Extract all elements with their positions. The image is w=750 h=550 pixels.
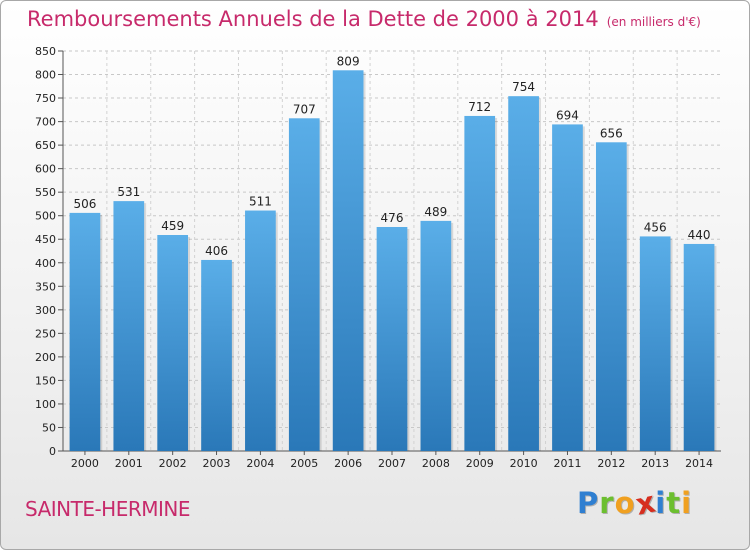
y-tick-label: 0 [49, 445, 56, 458]
bar-2013 [639, 236, 671, 451]
x-tick-label: 2008 [422, 457, 450, 470]
bar-2008 [420, 220, 452, 451]
data-label: 809 [337, 54, 360, 68]
data-labels: 506 531 459 406 511 707 809 476 489 712 754 694 656 4… [73, 54, 710, 258]
y-tick-label: 800 [35, 69, 56, 82]
data-label: 440 [688, 228, 711, 242]
data-label: 459 [161, 219, 184, 233]
data-label: 456 [644, 220, 667, 234]
logo-letter: o [614, 486, 636, 520]
y-tick-label: 50 [42, 421, 56, 434]
x-tick-label: 2014 [685, 457, 713, 470]
bar-2012 [595, 142, 627, 451]
x-tick-label: 2005 [290, 457, 318, 470]
x-tick-label: 2011 [553, 457, 581, 470]
x-tick-label: 2007 [378, 457, 406, 470]
bar-2011 [552, 124, 583, 451]
data-label: 476 [381, 211, 404, 225]
y-tick-label: 850 [35, 45, 56, 58]
proxiti-logo: Proxiti [577, 484, 693, 521]
bar-2000 [69, 212, 101, 451]
y-tick-label: 700 [35, 116, 56, 129]
logo-letter: t [666, 486, 682, 520]
data-label: 511 [249, 195, 272, 209]
x-tick-label: 2009 [466, 457, 494, 470]
y-tick-label: 300 [35, 304, 56, 317]
x-tick-label: 2002 [159, 457, 187, 470]
bar-2014 [683, 243, 715, 451]
data-label: 656 [600, 126, 623, 140]
y-tick-label: 100 [35, 398, 56, 411]
bars [69, 70, 717, 452]
data-label: 712 [468, 100, 491, 114]
x-tick-label: 2001 [115, 457, 143, 470]
bar-2010 [508, 96, 539, 452]
x-tick-label: 2004 [246, 457, 274, 470]
data-label: 406 [205, 244, 228, 258]
x-tick-label: 2012 [597, 457, 625, 470]
data-label: 694 [556, 108, 579, 122]
chart-unit: (en milliers d'€) [606, 15, 701, 29]
bar-2002 [157, 235, 189, 451]
chart-title: Remboursements Annuels de la Dette de 20… [27, 7, 599, 31]
y-tick-label: 150 [35, 374, 56, 387]
logo-letter: P [577, 486, 600, 520]
logo-letter: r [599, 486, 615, 520]
bar-2001 [113, 201, 145, 451]
x-tick-label: 2010 [510, 457, 538, 470]
y-tick-label: 400 [35, 257, 56, 270]
y-tick-label: 750 [35, 92, 56, 105]
bar-2009 [464, 115, 496, 452]
y-tick-label: 650 [35, 139, 56, 152]
y-tick-label: 600 [35, 163, 56, 176]
bar-2006 [332, 70, 364, 451]
y-tick-label: 200 [35, 351, 56, 364]
data-label: 707 [293, 102, 316, 116]
bar-2003 [201, 259, 232, 451]
x-tick-label: 2003 [203, 457, 231, 470]
bar-2004 [245, 210, 276, 451]
data-label: 531 [117, 185, 140, 199]
bar-2005 [288, 118, 320, 451]
logo-letter: i [681, 486, 693, 520]
y-tick-label: 450 [35, 233, 56, 246]
x-tick-label: 2013 [641, 457, 669, 470]
y-tick-label: 550 [35, 186, 56, 199]
commune-name: SAINTE-HERMINE [25, 497, 191, 521]
chart-title-block: Remboursements Annuels de la Dette de 20… [27, 7, 701, 31]
data-label: 506 [73, 197, 96, 211]
x-tick-label: 2006 [334, 457, 362, 470]
y-tick-label: 500 [35, 210, 56, 223]
x-tick-label: 2000 [71, 457, 99, 470]
bar-2007 [376, 227, 408, 451]
data-label: 754 [512, 80, 535, 94]
data-label: 489 [424, 205, 447, 219]
logo-letter: i [655, 486, 667, 520]
y-tick-label: 350 [35, 280, 56, 293]
y-tick-label: 250 [35, 327, 56, 340]
